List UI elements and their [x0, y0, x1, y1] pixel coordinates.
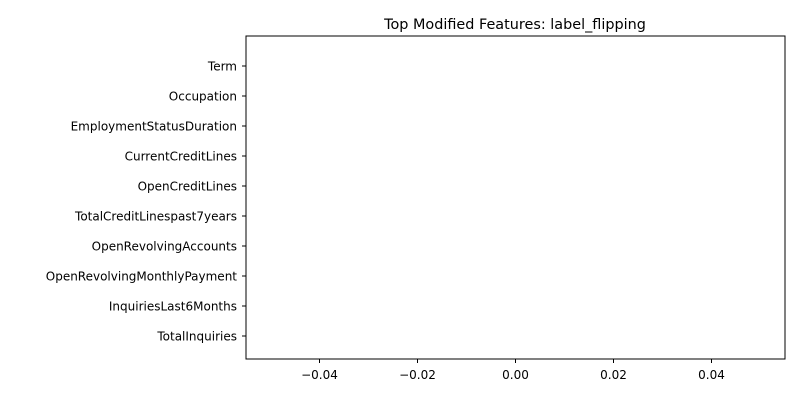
y-tick-label: EmploymentStatusDuration [71, 120, 237, 134]
x-axis-ticks: −0.04 −0.02 0.00 0.02 0.04 [301, 359, 725, 382]
x-tick-label: 0.02 [600, 368, 627, 382]
x-tick-label: −0.04 [301, 368, 338, 382]
y-tick-label: Term [207, 60, 237, 74]
x-tick-label: −0.02 [399, 368, 436, 382]
y-tick-label: CurrentCreditLines [125, 150, 237, 164]
y-tick-label: Occupation [169, 90, 237, 104]
y-tick-label: TotalCreditLinespast7years [74, 210, 237, 224]
y-tick-label: TotalInquiries [156, 330, 237, 344]
x-tick-label: 0.04 [698, 368, 725, 382]
chart-title: Top Modified Features: label_flipping [383, 17, 646, 33]
plot-frame [245, 35, 786, 360]
x-tick-label: 0.00 [502, 368, 529, 382]
y-tick-label: OpenRevolvingAccounts [92, 240, 237, 254]
y-tick-label: OpenRevolvingMonthlyPayment [46, 270, 238, 284]
y-tick-label: InquiriesLast6Months [109, 300, 237, 314]
y-tick-label: OpenCreditLines [138, 180, 237, 194]
y-axis-ticks: Term Occupation EmploymentStatusDuration Cu… [46, 60, 246, 344]
